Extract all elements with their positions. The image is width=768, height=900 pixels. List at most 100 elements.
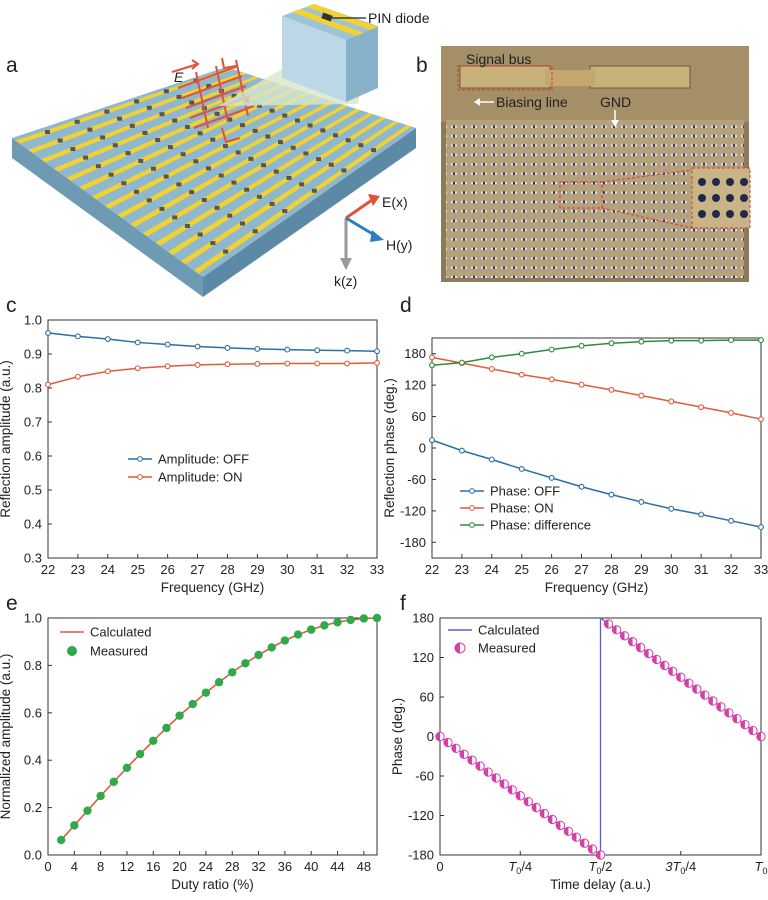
- plot-frame: [47, 319, 378, 559]
- data-point: [638, 392, 645, 399]
- data-point: [608, 491, 615, 498]
- x-tick-label: 8: [97, 859, 104, 874]
- pin-diode-chip: [227, 117, 233, 122]
- measured-point: [346, 615, 355, 625]
- pin-diode-chip: [252, 229, 258, 234]
- legend-marker-fill: [455, 643, 460, 653]
- data-point: [728, 409, 735, 416]
- data-point: [668, 337, 675, 344]
- measured-point: [307, 625, 316, 634]
- data-point: [548, 474, 555, 481]
- measured-point-fill: [732, 714, 737, 723]
- panel-b-photo: b Signal bus Biasing line GND: [416, 46, 751, 282]
- data-point: [344, 360, 351, 367]
- measured-point: [280, 636, 290, 645]
- gold-strip: [168, 116, 386, 255]
- x-tick-label: 16: [146, 859, 160, 874]
- series-line: [431, 339, 761, 366]
- x-tick-label: 20: [172, 859, 186, 874]
- y-tick-label: 0.8: [24, 381, 42, 396]
- pin-diode-chip: [87, 127, 93, 132]
- measured-point: [201, 688, 211, 697]
- legend-label: Calculated: [478, 623, 539, 638]
- connector-pads: [459, 65, 691, 89]
- measured-point-fill: [540, 809, 545, 818]
- y-tick-label: -60: [407, 472, 426, 487]
- panel-letter-d: d: [400, 294, 412, 317]
- measured-point: [254, 650, 263, 660]
- pin-diode-chip: [332, 133, 338, 138]
- legend-label: Amplitude: OFF: [158, 452, 249, 467]
- measured-point: [96, 791, 105, 801]
- pin-diode-chip: [184, 124, 190, 129]
- x-tick-label: 28: [220, 562, 234, 577]
- x-tick-label: 44: [330, 859, 344, 874]
- y-tick-label: 120: [404, 378, 426, 393]
- measured-point-fill: [459, 750, 465, 759]
- data-point: [518, 466, 525, 472]
- measured-point: [267, 643, 276, 652]
- gold-strip: [28, 72, 247, 154]
- data-point: [224, 361, 231, 368]
- y-tick-label: -180: [400, 535, 426, 550]
- y-tick-label: 120: [412, 650, 434, 665]
- data-point: [758, 416, 764, 423]
- data-point: [374, 348, 380, 355]
- y-tick-label: 180: [412, 611, 434, 626]
- measured-point: [372, 613, 382, 623]
- gold-strip: [79, 88, 298, 191]
- measured-point-fill: [612, 625, 617, 635]
- gold-strip: [155, 112, 374, 246]
- measured-point: [109, 777, 119, 786]
- y-tick-label: -120: [400, 503, 426, 518]
- pin-diode-chip: [180, 152, 186, 157]
- data-point: [74, 373, 81, 380]
- measured-point-fill: [451, 744, 457, 753]
- data-point: [728, 337, 735, 344]
- pin-diode-chip: [273, 169, 279, 174]
- pin-diode-chip: [172, 215, 178, 220]
- measured-point-fill: [435, 732, 440, 741]
- data-point: [284, 346, 291, 353]
- measured-point: [83, 806, 92, 815]
- measured-point-fill: [443, 738, 449, 747]
- measured-point-fill: [516, 791, 521, 800]
- x-tick-label: 25: [130, 562, 144, 577]
- data-point: [608, 340, 615, 347]
- y-tick-label: 1.0: [24, 313, 42, 328]
- data-point: [728, 517, 735, 524]
- pin-diode-chip: [269, 108, 275, 113]
- measured-point-fill: [556, 821, 561, 830]
- x-tick-label: 40: [304, 859, 318, 874]
- pin-diode-chip: [163, 174, 169, 179]
- measured-point-fill: [724, 708, 729, 717]
- pin-diode-chip: [214, 111, 220, 116]
- gold-strip: [193, 125, 412, 274]
- panel-letter-f: f: [400, 592, 406, 615]
- x-tick-label: 23: [455, 562, 469, 577]
- data-point: [488, 365, 495, 372]
- measured-point: [122, 763, 132, 772]
- pin-diode-chip: [223, 249, 229, 254]
- pin-diode-chip: [214, 205, 220, 210]
- pin-diode-chip: [142, 130, 148, 135]
- signal-bus-label: Signal bus: [466, 51, 531, 67]
- y-tick-label: 0.8: [24, 658, 42, 673]
- gold-strip: [41, 76, 260, 163]
- measured-point-fill: [580, 838, 585, 848]
- legend-label: Phase: OFF: [490, 484, 560, 499]
- measured-point-fill: [524, 797, 529, 806]
- measured-point-fill: [628, 637, 633, 646]
- data-point: [254, 345, 261, 352]
- pin-diode-chip: [189, 100, 195, 105]
- pin-diode-chip: [358, 143, 364, 148]
- pin-diode-chip: [146, 198, 152, 203]
- measured-point-fill: [660, 661, 665, 670]
- x-tick-label: 25: [514, 562, 528, 577]
- pin-diode-chip: [70, 147, 76, 152]
- data-point: [698, 511, 705, 518]
- series-line: [47, 362, 378, 386]
- data-point: [104, 368, 111, 375]
- incident-wave-icon: [171, 57, 255, 144]
- measured-point-fill: [572, 833, 577, 842]
